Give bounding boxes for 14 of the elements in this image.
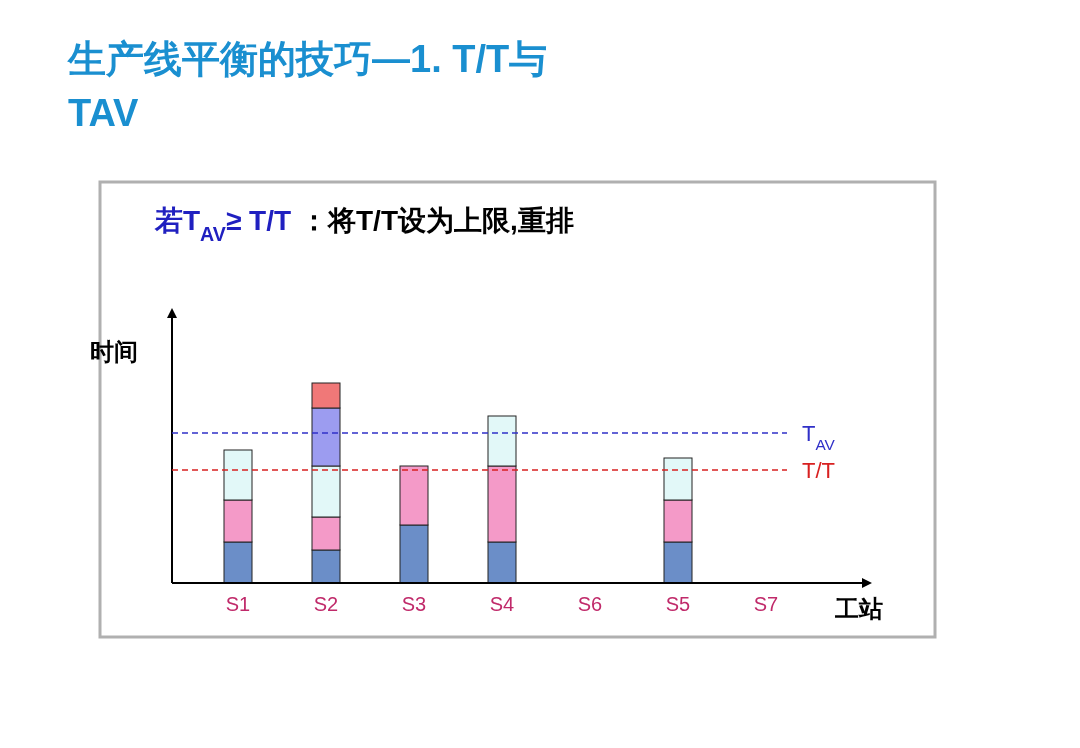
- x-tick-label: S1: [225, 593, 251, 615]
- x-tick-label: S7: [753, 593, 779, 615]
- ref-line-label: T/T: [802, 458, 835, 483]
- x-tick-label: S6: [577, 593, 603, 615]
- x-axis-title: 工站: [834, 595, 883, 622]
- text: ：将T/T设为上限,重排: [300, 205, 574, 236]
- chart-title: 生产线平衡的技巧—1. T/T与TAV: [67, 38, 548, 134]
- text: 若T$_{AV}$≥ T/T: [154, 205, 292, 245]
- x-tick-label: S4: [489, 593, 515, 615]
- x-tick-label: S2: [313, 593, 339, 615]
- y-axis-title: 时间: [90, 338, 138, 365]
- x-tick-label: S5: [665, 593, 691, 615]
- ref-line-label: T$_{AV}$: [802, 421, 836, 453]
- x-tick-label: S3: [401, 593, 427, 615]
